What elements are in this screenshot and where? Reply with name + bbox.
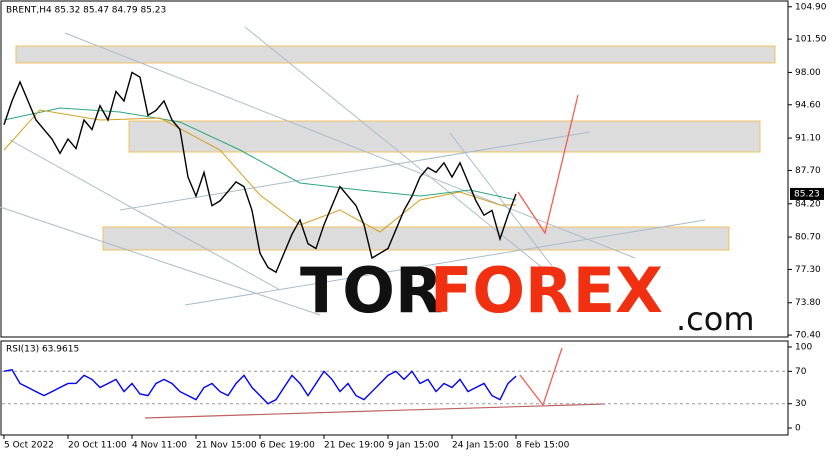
last-price-label: 85.23 — [794, 189, 820, 199]
y-tick-label: 101.50 — [795, 35, 827, 45]
y-tick-label: 80.70 — [795, 233, 821, 243]
x-tick-label: 24 Jan 15:00 — [452, 441, 509, 451]
y-tick-label: 91.10 — [795, 134, 821, 144]
forecast-arrows — [144, 94, 606, 419]
rsi-panel — [0, 340, 789, 436]
x-tick-label: 21 Dec 19:00 — [324, 441, 385, 451]
trend-lines — [0, 26, 706, 316]
watermark-tor: TOR — [300, 254, 443, 327]
x-tick-label: 4 Nov 11:00 — [132, 441, 187, 451]
y-tick-label: 77.30 — [795, 265, 821, 275]
watermark-com: .com — [676, 300, 755, 338]
support-zone — [102, 226, 730, 251]
y-tick-label: 104.90 — [795, 2, 827, 12]
rsi-title: RSI(13) 63.9615 — [6, 345, 79, 355]
y-tick-label: 87.70 — [795, 166, 821, 176]
chart-title: BRENT,H4 85.32 85.47 84.79 85.23 — [6, 6, 166, 16]
y-tick-label: 0 — [795, 424, 801, 434]
watermark: TOR FOREX .com — [300, 254, 755, 338]
y-tick-label: 70 — [795, 367, 807, 377]
y-tick-label: 30 — [795, 399, 807, 409]
x-tick-label: 21 Nov 15:00 — [196, 441, 257, 451]
series-line — [3, 71, 517, 274]
y-tick-label: 73.80 — [795, 298, 821, 308]
x-tick-label: 5 Oct 2022 — [4, 441, 54, 451]
y-tick-label: 84.20 — [795, 199, 821, 209]
last-price-box — [790, 187, 824, 200]
resistance-zone — [15, 45, 776, 64]
moving-averages — [3, 107, 517, 233]
middle-zone — [128, 120, 761, 153]
x-tick-label: 8 Feb 15:00 — [516, 441, 570, 451]
x-tick-label: 20 Oct 11:00 — [68, 441, 127, 451]
y-tick-label: 98.00 — [795, 68, 821, 78]
y-tick-label: 100 — [795, 342, 812, 352]
watermark-forex: FOREX — [430, 254, 663, 327]
y-tick-label: 70.40 — [795, 331, 821, 341]
x-tick-label: 6 Dec 19:00 — [260, 441, 315, 451]
series-line — [3, 368, 517, 405]
x-tick-label: 9 Jan 15:00 — [388, 441, 440, 451]
y-tick-label: 94.60 — [795, 100, 821, 110]
